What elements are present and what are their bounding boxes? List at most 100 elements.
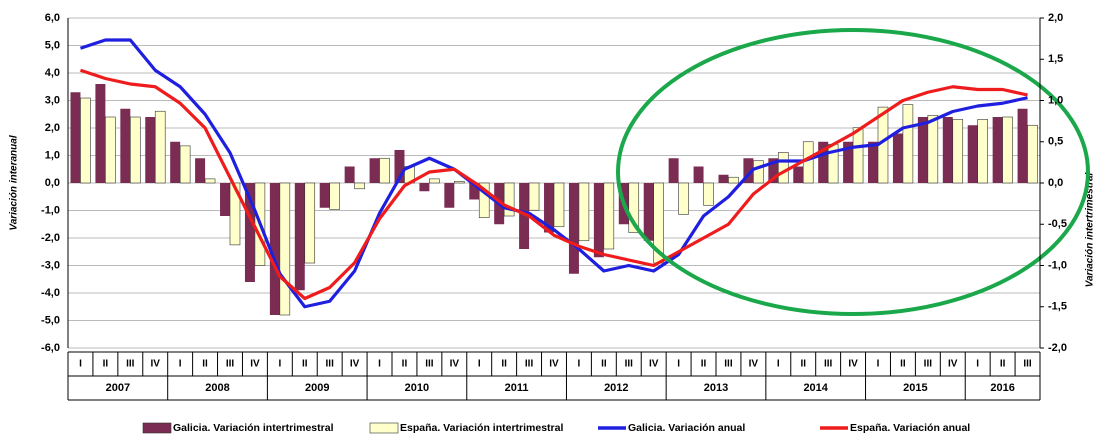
bar — [718, 174, 729, 183]
y-tick-label: -2,0 — [41, 232, 60, 244]
bar — [244, 183, 255, 282]
bar — [304, 182, 316, 264]
year-label: 2011 — [505, 382, 529, 394]
bar — [852, 127, 864, 184]
bar — [952, 119, 964, 184]
x-tick-label: III — [1023, 359, 1032, 370]
bar — [229, 182, 241, 246]
x-tick-label: III — [425, 359, 434, 370]
x-tick-label: I — [179, 359, 182, 370]
bar — [379, 157, 390, 184]
bar — [95, 84, 106, 183]
bar — [519, 183, 530, 249]
bar — [70, 92, 81, 183]
bar — [195, 158, 206, 183]
bar — [394, 150, 405, 183]
line — [79, 68, 1028, 301]
bar — [145, 117, 156, 183]
x-tick-label: III — [126, 359, 135, 370]
x-tick-label: IV — [649, 359, 659, 370]
y2-tick-label: 0,5 — [1048, 136, 1063, 148]
x-tick-label: IV — [450, 359, 460, 370]
bar — [778, 152, 789, 184]
bar — [105, 116, 116, 184]
y-tick-label: -4,0 — [41, 287, 60, 299]
bar — [528, 182, 540, 211]
bar — [269, 183, 280, 315]
y-tick-label: -3,0 — [41, 259, 60, 271]
y2-tick-label: 1,5 — [1048, 53, 1063, 65]
x-tick-label: I — [677, 359, 680, 370]
line — [79, 38, 1028, 309]
bar — [154, 110, 166, 184]
bar — [179, 145, 191, 184]
bar — [992, 117, 1003, 183]
legend-swatch — [369, 422, 399, 434]
x-tick-label: I — [877, 359, 880, 370]
x-tick-label: II — [1000, 359, 1006, 370]
x-tick-label: II — [900, 359, 906, 370]
legend-label: España. Variación anual — [850, 422, 970, 434]
x-tick-label: II — [302, 359, 308, 370]
bar — [802, 141, 814, 184]
legend-label: Galicia. Variación anual — [628, 422, 745, 434]
bar — [843, 141, 854, 183]
y-tick-label: -5,0 — [41, 314, 60, 326]
x-tick-label: III — [924, 359, 933, 370]
year-label: 2015 — [903, 382, 927, 394]
bar — [130, 116, 141, 184]
bar — [967, 125, 978, 183]
year-label: 2007 — [106, 382, 130, 394]
bar — [927, 115, 939, 184]
y-tick-label: 6,0 — [45, 12, 60, 24]
x-tick-label: IV — [749, 359, 759, 370]
bar — [743, 158, 754, 183]
legend-label: Galicia. Variación intertrimestral — [173, 422, 334, 434]
bar — [204, 178, 216, 184]
x-tick-label: III — [724, 359, 733, 370]
bar — [902, 104, 914, 184]
bar — [593, 183, 604, 258]
bar — [628, 182, 640, 233]
bar — [354, 182, 365, 190]
x-tick-label: II — [202, 359, 208, 370]
year-label: 2012 — [604, 382, 628, 394]
y2-tick-label: -1,0 — [1048, 259, 1067, 271]
x-tick-label: I — [976, 359, 979, 370]
x-tick-label: IV — [151, 359, 161, 370]
bar — [1027, 124, 1038, 184]
legend-swatch — [142, 422, 172, 434]
bar — [454, 181, 465, 184]
bar — [578, 182, 590, 242]
bar — [544, 183, 554, 233]
y2-tick-label: -1,5 — [1048, 301, 1067, 313]
bar — [693, 166, 704, 183]
y-tick-label: 3,0 — [45, 94, 60, 106]
y2-tick-label: -2,0 — [1048, 342, 1067, 354]
bar — [668, 158, 679, 183]
bar — [553, 182, 565, 228]
x-tick-label: I — [578, 359, 581, 370]
bar — [568, 183, 579, 274]
bar — [603, 182, 615, 250]
x-tick-label: I — [478, 359, 481, 370]
y-tick-label: -1,0 — [41, 204, 60, 216]
y-tick-label: 4,0 — [45, 67, 60, 79]
x-tick-label: III — [226, 359, 235, 370]
y2-tick-label: 2,0 — [1048, 12, 1063, 24]
bar — [344, 166, 355, 183]
year-label: 2008 — [205, 382, 229, 394]
x-tick-label: III — [326, 359, 335, 370]
x-tick-label: II — [701, 359, 707, 370]
y-tick-label: 5,0 — [45, 39, 60, 51]
bar — [369, 158, 380, 183]
y2-tick-label: 0,0 — [1048, 177, 1063, 189]
bar — [170, 141, 181, 183]
year-label: 2009 — [305, 382, 329, 394]
bar — [419, 183, 430, 192]
x-tick-label: II — [402, 359, 408, 370]
x-tick-label: IV — [549, 359, 559, 370]
bar — [643, 183, 654, 241]
y2-tick-label: -0,5 — [1048, 218, 1067, 230]
